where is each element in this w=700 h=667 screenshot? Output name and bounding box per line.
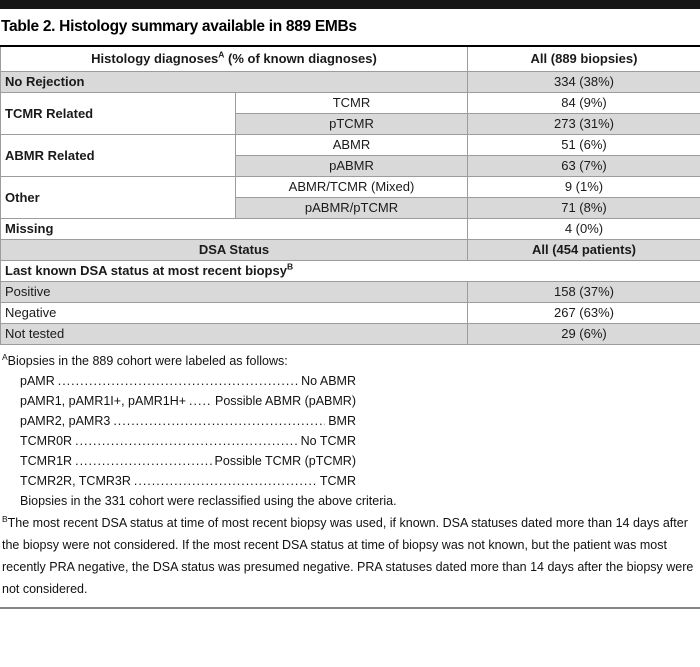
header-all-biopsies-cell: All (889 biopsies) bbox=[467, 45, 700, 72]
definition-term: TCMR2R, TCMR3R bbox=[20, 474, 131, 488]
table-row: Not tested 29 (6%) bbox=[0, 323, 700, 345]
table-row: pABMR/pTCMR 71 (8%) bbox=[1, 197, 700, 219]
histology-summary-table: Histology diagnosesA (% of known diagnos… bbox=[0, 45, 700, 345]
table-row: TCMR Related TCMR 84 (9%) bbox=[0, 92, 700, 135]
dsa-not-tested-value: 29 (6%) bbox=[467, 323, 700, 345]
definition-line: pAMR ...................................… bbox=[20, 371, 356, 391]
definition-term: TCMR0R bbox=[20, 434, 73, 448]
table-row: pTCMR 273 (31%) bbox=[1, 113, 700, 135]
table-title: Table 2. Histology summary available in … bbox=[1, 18, 357, 35]
dsa-positive-label: Positive bbox=[0, 281, 468, 303]
dsa-superscript-b: B bbox=[286, 261, 294, 272]
table-row: Negative 267 (63%) bbox=[0, 302, 700, 324]
abmr-related-label: ABMR Related bbox=[0, 134, 236, 177]
footnote-b-text: The most recent DSA status at time of mo… bbox=[2, 516, 694, 596]
pabmr-ptcmr-value: 71 (8%) bbox=[467, 197, 700, 219]
missing-value: 4 (0%) bbox=[467, 218, 700, 240]
header-diagnoses-label: Histology diagnoses bbox=[91, 51, 219, 66]
footnote-a-intro-text: Biopsies in the 889 cohort were labeled … bbox=[7, 354, 288, 368]
footnote-a-definitions: pAMR ...................................… bbox=[20, 371, 356, 491]
dot-leader: ........................................… bbox=[113, 414, 325, 428]
definition-term: pAMR bbox=[20, 374, 55, 388]
dsa-positive-value: 158 (37%) bbox=[467, 281, 700, 303]
dsa-negative-label: Negative bbox=[0, 302, 468, 324]
tcmr-sublabel: TCMR bbox=[235, 92, 468, 114]
missing-label: Missing bbox=[0, 218, 468, 240]
table-row: ABMR Related ABMR 51 (6%) bbox=[0, 134, 700, 177]
ptcmr-value: 273 (31%) bbox=[467, 113, 700, 135]
table-row: Other ABMR/TCMR (Mixed) 9 (1%) bbox=[0, 176, 700, 219]
dsa-section-label: Last known DSA status at most recent bio… bbox=[5, 263, 287, 278]
tcmr-value: 84 (9%) bbox=[467, 92, 700, 114]
definition-term: TCMR1R bbox=[20, 454, 73, 468]
dot-leader: ........................................… bbox=[133, 474, 317, 488]
mixed-sublabel: ABMR/TCMR (Mixed) bbox=[235, 176, 468, 198]
no-rejection-label: No Rejection bbox=[0, 71, 468, 93]
dot-leader: ........................................… bbox=[75, 434, 298, 448]
table-row: No Rejection 334 (38%) bbox=[0, 71, 700, 93]
definition-line: pAMR2, pAMR3 ...........................… bbox=[20, 411, 356, 431]
footnote-a-marker: A bbox=[2, 351, 8, 362]
pabmr-sublabel: pABMR bbox=[235, 155, 468, 177]
ptcmr-sublabel: pTCMR bbox=[235, 113, 468, 135]
definition-term: pAMR1, pAMR1I+, pAMR1H+ bbox=[20, 394, 187, 408]
table-header-row: Histology diagnosesA (% of known diagnos… bbox=[0, 45, 700, 72]
dsa-negative-value: 267 (63%) bbox=[467, 302, 700, 324]
dsa-section-label-cell: Last known DSA status at most recent bio… bbox=[0, 260, 700, 282]
definition-value: BMR bbox=[328, 414, 356, 428]
bottom-divider-rule bbox=[0, 607, 700, 609]
dsa-status-value: All (454 patients) bbox=[467, 239, 700, 261]
abmr-sublabel: ABMR bbox=[235, 134, 468, 156]
no-rejection-value: 334 (38%) bbox=[467, 71, 700, 93]
definition-line: TCMR0R .................................… bbox=[20, 431, 356, 451]
definition-line: pAMR1, pAMR1I+, pAMR1H+ ..... Possible A… bbox=[20, 391, 356, 411]
definition-line: TCMR1R .................................… bbox=[20, 451, 356, 471]
dsa-status-label: DSA Status bbox=[0, 239, 468, 261]
definition-value: Possible TCMR (pTCMR) bbox=[214, 454, 356, 468]
dot-leader: ..... bbox=[189, 394, 212, 408]
dot-leader: .................................... bbox=[75, 454, 211, 468]
definition-value: No ABMR bbox=[301, 374, 356, 388]
definition-term: pAMR2, pAMR3 bbox=[20, 414, 111, 428]
definition-value: TCMR bbox=[319, 474, 356, 488]
abmr-value: 51 (6%) bbox=[467, 134, 700, 156]
footnote-b-marker: B bbox=[2, 513, 8, 524]
footnotes: ABiopsies in the 889 cohort were labeled… bbox=[2, 351, 699, 600]
header-diagnoses-label-rest: (% of known diagnoses) bbox=[224, 51, 377, 66]
dot-leader: ........................................… bbox=[57, 374, 299, 388]
pabmr-ptcmr-sublabel: pABMR/pTCMR bbox=[235, 197, 468, 219]
definition-value: Possible ABMR (pABMR) bbox=[214, 394, 356, 408]
other-label: Other bbox=[0, 176, 236, 219]
top-divider-bar bbox=[0, 0, 700, 9]
header-superscript-a: A bbox=[218, 49, 225, 60]
table-row: Positive 158 (37%) bbox=[0, 281, 700, 303]
footnote-a-intro: ABiopsies in the 889 cohort were labeled… bbox=[2, 351, 699, 371]
pabmr-value: 63 (7%) bbox=[467, 155, 700, 177]
dsa-not-tested-label: Not tested bbox=[0, 323, 468, 345]
definition-line: TCMR2R, TCMR3R .........................… bbox=[20, 471, 356, 491]
definition-value: No TCMR bbox=[300, 434, 356, 448]
tcmr-related-label: TCMR Related bbox=[0, 92, 236, 135]
header-diagnoses-cell: Histology diagnosesA (% of known diagnos… bbox=[0, 45, 468, 72]
dsa-status-header-row: DSA Status All (454 patients) bbox=[0, 239, 700, 261]
table-row: Missing 4 (0%) bbox=[0, 218, 700, 240]
footnote-b: BThe most recent DSA status at time of m… bbox=[2, 512, 699, 600]
footnote-a-outro: Biopsies in the 331 cohort were reclassi… bbox=[20, 494, 397, 508]
mixed-value: 9 (1%) bbox=[467, 176, 700, 198]
dsa-section-row: Last known DSA status at most recent bio… bbox=[0, 260, 700, 282]
